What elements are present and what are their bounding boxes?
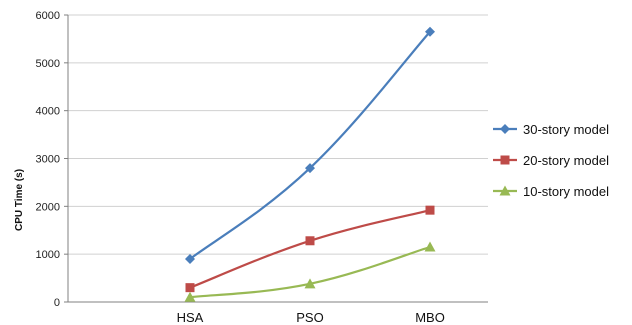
x-tick-labels: HSA PSO MBO — [177, 310, 445, 325]
legend-label: 30-story model — [523, 122, 609, 137]
data-point-marker — [305, 163, 315, 174]
y-axis-label: CPU Time (s) — [14, 169, 25, 231]
data-point-marker — [185, 253, 195, 264]
x-tick-label: MBO — [415, 310, 445, 325]
y-tick-label: 0 — [54, 297, 60, 309]
axes — [64, 14, 488, 303]
y-tick-label: 1000 — [36, 249, 60, 261]
legend-marker — [499, 185, 511, 196]
x-tick-label: HSA — [177, 310, 204, 325]
data-point-marker — [425, 26, 435, 37]
legend-label: 20-story model — [523, 153, 609, 168]
legend-marker — [500, 124, 510, 134]
y-tick-label: 2000 — [36, 201, 60, 213]
series-line — [189, 209, 431, 289]
series-1 — [185, 26, 435, 264]
x-tick-label: PSO — [296, 310, 323, 325]
y-tick-label: 3000 — [36, 154, 60, 166]
legend-marker — [500, 155, 510, 165]
data-point-marker — [424, 241, 436, 252]
data-point-marker — [425, 205, 435, 215]
data-point-marker — [304, 278, 316, 289]
series-line — [189, 31, 431, 260]
legend: 30-story model 20-story model 10-story mod… — [493, 122, 609, 199]
legend-entry: 10-story model — [493, 184, 609, 199]
legend-label: 10-story model — [523, 184, 609, 199]
legend-entry: 30-story model — [493, 122, 609, 137]
legend-entry: 20-story model — [493, 153, 609, 168]
y-tick-label: 5000 — [36, 58, 60, 70]
data-point-marker — [185, 283, 195, 293]
series-2 — [185, 205, 435, 293]
series-lines — [184, 26, 436, 302]
data-point-marker — [184, 291, 196, 302]
y-tick-labels: 0 1000 2000 3000 4000 5000 6000 — [36, 10, 60, 309]
gridlines — [68, 14, 488, 255]
y-tick-label: 4000 — [36, 106, 60, 118]
series-3 — [184, 241, 436, 302]
y-tick-label: 6000 — [36, 10, 60, 22]
data-point-marker — [305, 236, 315, 246]
